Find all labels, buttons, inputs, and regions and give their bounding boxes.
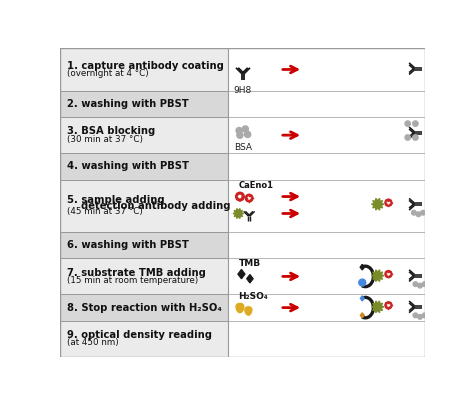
Text: 9. optical density reading: 9. optical density reading — [66, 330, 211, 340]
Text: (30 min at 37 °C): (30 min at 37 °C) — [66, 134, 143, 144]
Text: 9H8: 9H8 — [234, 86, 252, 95]
Circle shape — [413, 121, 418, 126]
Circle shape — [422, 313, 427, 318]
Circle shape — [413, 135, 418, 140]
Bar — [61, 232, 228, 258]
Circle shape — [418, 314, 422, 319]
Circle shape — [237, 132, 243, 138]
Bar — [61, 91, 228, 117]
Polygon shape — [247, 275, 253, 283]
Text: (at 450 nm): (at 450 nm) — [66, 338, 118, 347]
Text: 4. washing with PBST: 4. washing with PBST — [66, 161, 189, 171]
Polygon shape — [372, 301, 384, 313]
Polygon shape — [233, 209, 244, 219]
Text: CaEno1: CaEno1 — [238, 181, 273, 190]
Circle shape — [411, 211, 416, 215]
Text: 6. washing with PBST: 6. washing with PBST — [66, 240, 189, 250]
Text: 8. Stop reaction with H₂SO₄: 8. Stop reaction with H₂SO₄ — [66, 303, 221, 313]
Polygon shape — [372, 270, 384, 282]
Circle shape — [422, 282, 427, 286]
Text: detection antibody adding: detection antibody adding — [66, 201, 230, 211]
Circle shape — [416, 212, 421, 217]
Text: 5. sample adding: 5. sample adding — [66, 194, 164, 205]
Circle shape — [421, 211, 425, 215]
Circle shape — [413, 313, 418, 318]
Circle shape — [236, 128, 242, 134]
Circle shape — [245, 131, 251, 138]
Bar — [61, 117, 228, 153]
Circle shape — [405, 135, 410, 140]
Text: (45 min at 37 °C): (45 min at 37 °C) — [66, 207, 143, 217]
Polygon shape — [245, 307, 252, 315]
Text: 3. BSA blocking: 3. BSA blocking — [66, 126, 155, 136]
Text: BSA: BSA — [234, 143, 252, 152]
Circle shape — [413, 282, 418, 286]
Bar — [61, 153, 228, 180]
Text: TMB: TMB — [238, 259, 261, 268]
Bar — [61, 180, 228, 232]
Circle shape — [242, 126, 248, 132]
Bar — [61, 48, 228, 91]
Text: 1. capture antibody coating: 1. capture antibody coating — [66, 61, 223, 71]
Bar — [228, 48, 425, 357]
Polygon shape — [238, 269, 245, 279]
Text: 2. washing with PBST: 2. washing with PBST — [66, 99, 188, 109]
Bar — [61, 294, 228, 321]
Text: H₂SO₄: H₂SO₄ — [238, 292, 268, 301]
Circle shape — [359, 279, 366, 286]
Circle shape — [418, 284, 422, 288]
Polygon shape — [360, 264, 365, 270]
Polygon shape — [236, 304, 244, 313]
Text: (overnight at 4 °C): (overnight at 4 °C) — [66, 69, 148, 78]
Polygon shape — [360, 296, 364, 301]
Text: 7. substrate TMB adding: 7. substrate TMB adding — [66, 267, 205, 277]
Bar — [61, 258, 228, 294]
Circle shape — [405, 121, 410, 126]
Text: (15 min at room temperature): (15 min at room temperature) — [66, 276, 198, 285]
Polygon shape — [360, 313, 364, 318]
Bar — [61, 321, 228, 357]
Polygon shape — [372, 198, 384, 210]
